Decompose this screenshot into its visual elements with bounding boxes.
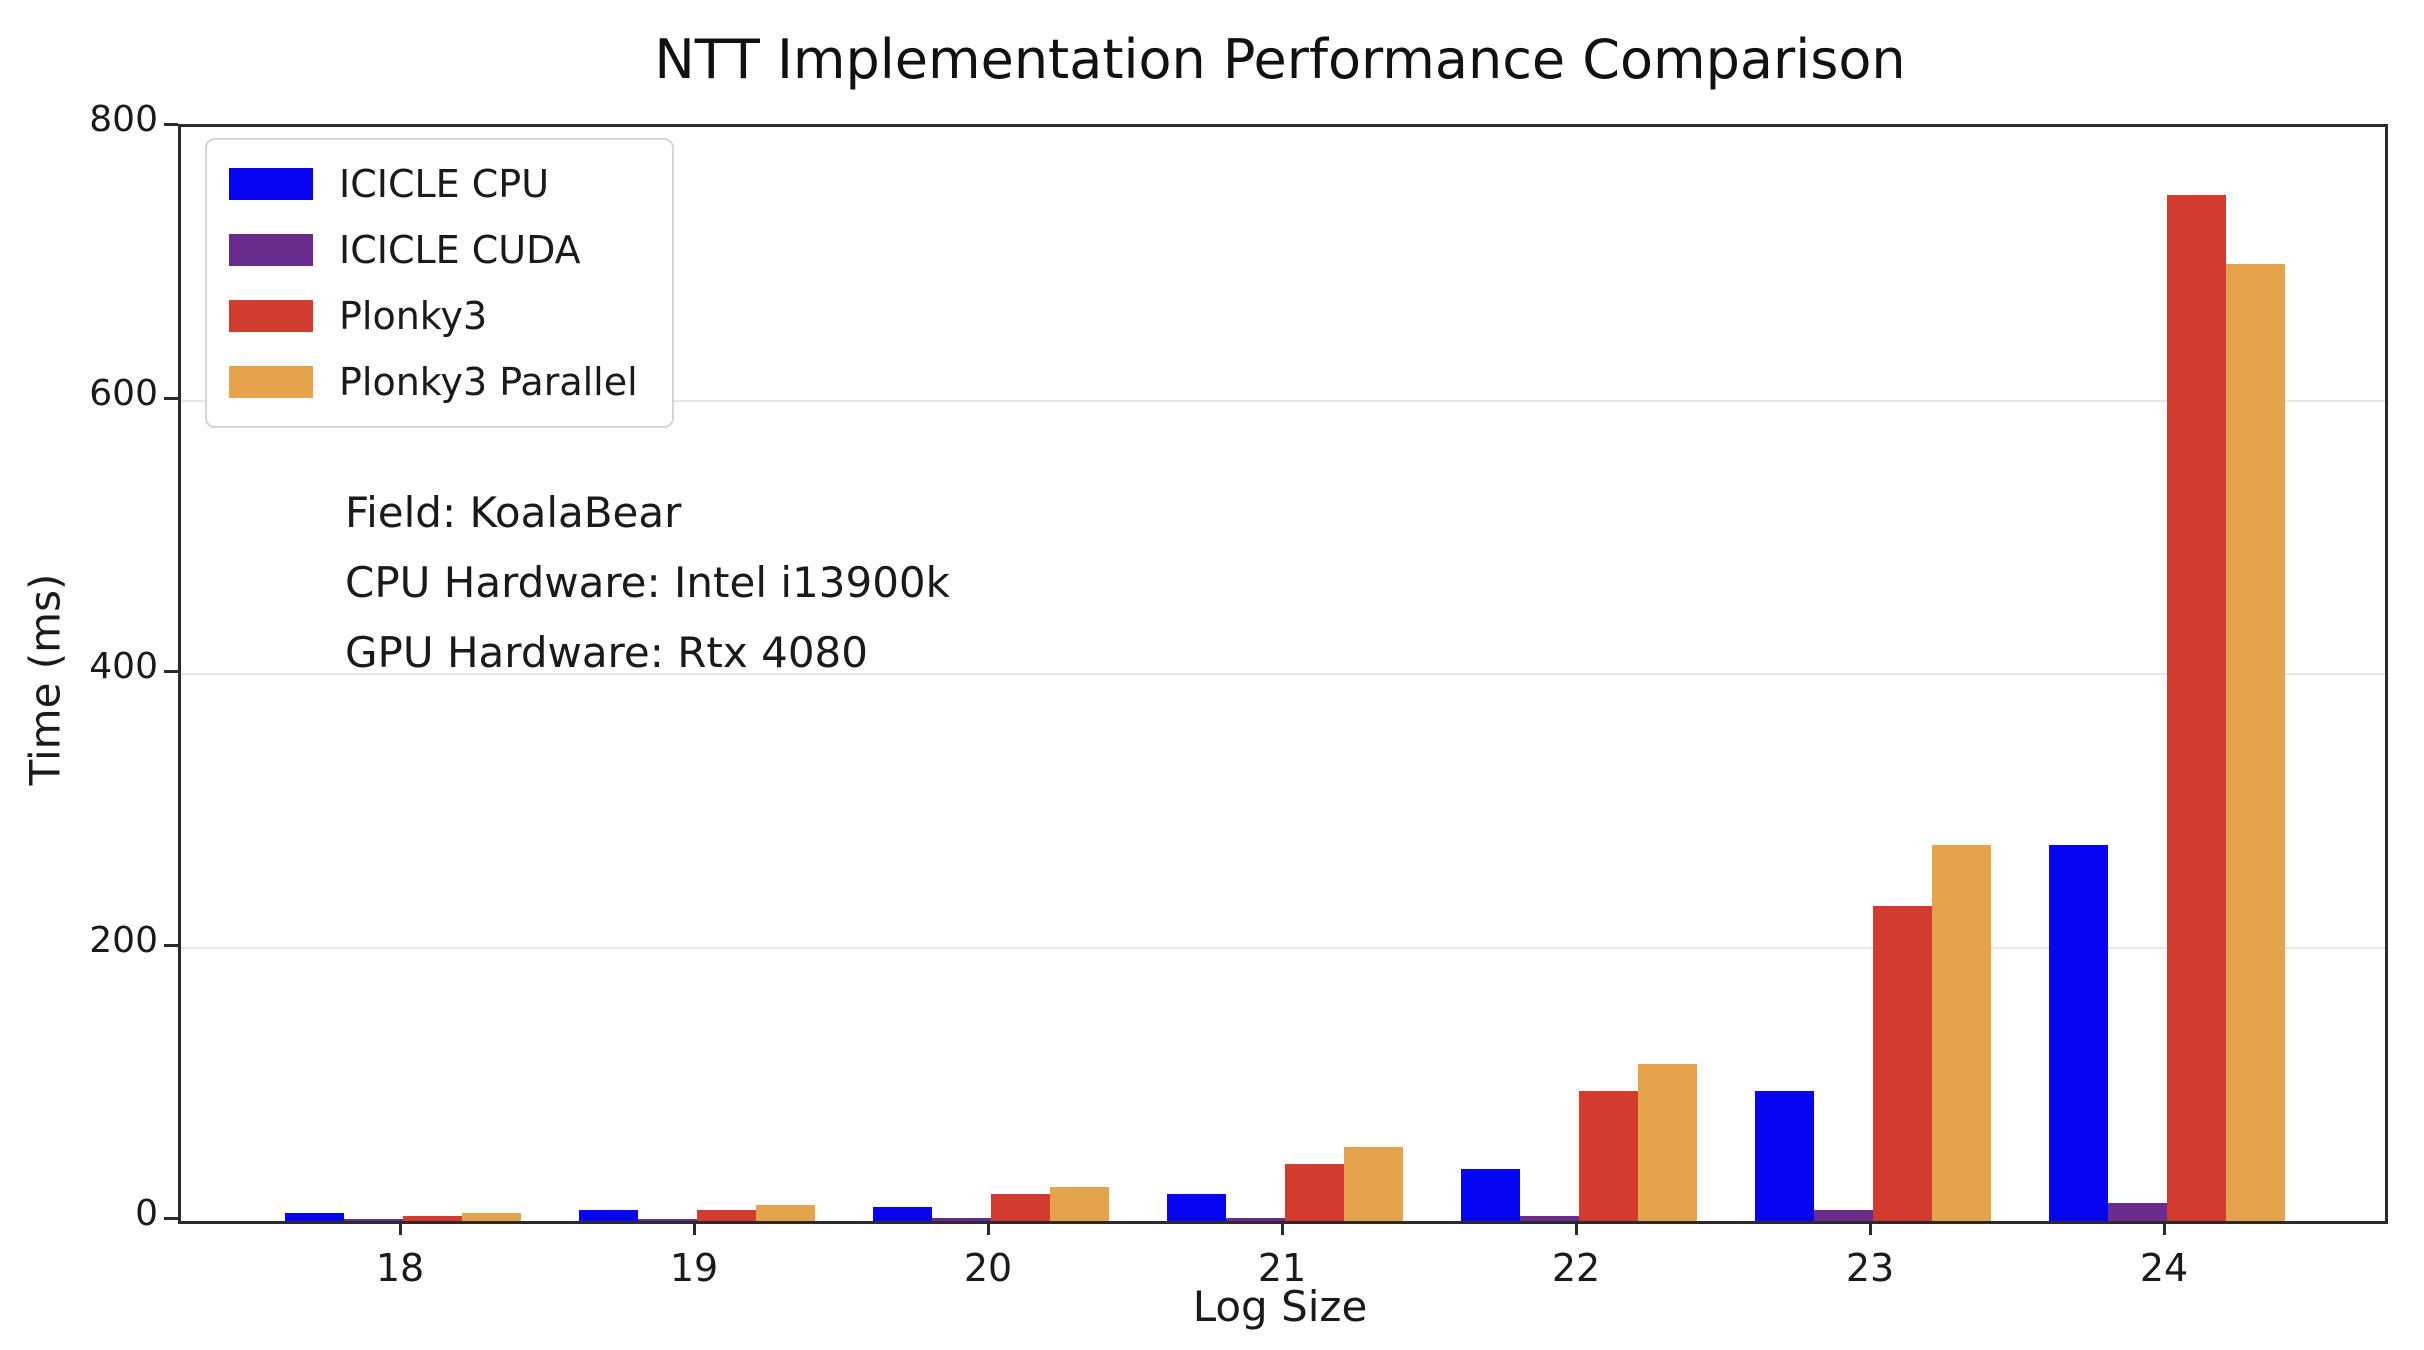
y-tick-label: 200 <box>89 919 158 961</box>
annotation-block: Field: KoalaBear CPU Hardware: Intel i139… <box>345 478 950 688</box>
bar-plonky3-parallel-24 <box>2226 264 2285 1221</box>
annotation-line: CPU Hardware: Intel i13900k <box>345 558 950 607</box>
x-tick-label: 19 <box>669 1246 719 1290</box>
bar-plonky3-parallel-21 <box>1344 1147 1403 1221</box>
x-tick-mark <box>1869 1221 1872 1235</box>
bar-icicle-cuda-23 <box>1814 1210 1873 1221</box>
gridline <box>181 399 2385 402</box>
bar-plonky3-parallel-22 <box>1638 1064 1697 1221</box>
bar-icicle-cpu-18 <box>285 1213 344 1221</box>
bar-plonky3-23 <box>1873 906 1932 1221</box>
bar-plonky3-parallel-19 <box>756 1205 815 1221</box>
bar-icicle-cuda-20 <box>932 1218 991 1221</box>
chart-title: NTT Implementation Performance Compariso… <box>654 28 1906 91</box>
bar-icicle-cpu-22 <box>1461 1169 1520 1221</box>
annotation-line: Field: KoalaBear <box>345 488 682 537</box>
legend-label: Plonky3 Parallel <box>339 360 638 404</box>
annotation-line: GPU Hardware: Rtx 4080 <box>345 628 868 677</box>
bar-icicle-cuda-22 <box>1520 1216 1579 1221</box>
bar-plonky3-18 <box>403 1216 462 1221</box>
y-tick-mark <box>164 943 178 947</box>
x-tick-mark <box>1281 1221 1284 1235</box>
gridline <box>181 946 2385 949</box>
legend-swatch <box>229 300 313 332</box>
x-tick-mark <box>399 1221 402 1235</box>
bar-plonky3-21 <box>1285 1164 1344 1221</box>
bar-icicle-cuda-21 <box>1226 1218 1285 1221</box>
legend-label: ICICLE CPU <box>339 162 550 206</box>
legend: ICICLE CPU ICICLE CUDA Plonky3 Plonky3 Para… <box>205 138 674 428</box>
bar-icicle-cpu-20 <box>873 1207 932 1221</box>
x-tick-label: 22 <box>1551 1246 1601 1290</box>
bar-icicle-cpu-23 <box>1755 1091 1814 1221</box>
legend-swatch <box>229 366 313 398</box>
x-tick-mark <box>2163 1221 2166 1235</box>
bar-plonky3-parallel-23 <box>1932 845 1991 1221</box>
y-tick-label: 400 <box>89 646 158 687</box>
legend-swatch <box>229 168 313 200</box>
x-axis-label: Log Size <box>1192 1282 1368 1331</box>
y-tick-mark <box>164 396 178 400</box>
bar-plonky3-19 <box>697 1210 756 1221</box>
bar-icicle-cpu-19 <box>579 1210 638 1221</box>
x-tick-label: 21 <box>1257 1246 1307 1290</box>
y-tick-mark <box>164 670 178 673</box>
x-tick-mark <box>1575 1221 1578 1235</box>
y-tick-mark <box>164 1217 178 1220</box>
legend-item: Plonky3 Parallel <box>229 360 638 404</box>
bar-plonky3-22 <box>1579 1091 1638 1221</box>
x-tick-mark <box>987 1221 990 1235</box>
legend-swatch <box>229 234 313 266</box>
bar-plonky3-parallel-20 <box>1050 1187 1109 1221</box>
bar-icicle-cuda-19 <box>638 1219 697 1221</box>
y-tick-label: 0 <box>135 1193 158 1234</box>
y-tick-label: 600 <box>89 372 158 414</box>
x-tick-label: 24 <box>2139 1246 2189 1290</box>
y-tick-label: 800 <box>89 99 158 140</box>
bar-plonky3-24 <box>2167 195 2226 1221</box>
x-tick-label: 18 <box>375 1246 425 1290</box>
legend-label: ICICLE CUDA <box>339 228 581 272</box>
bar-icicle-cpu-21 <box>1167 1194 1226 1221</box>
legend-item: ICICLE CUDA <box>229 228 638 272</box>
bar-icicle-cpu-24 <box>2049 845 2108 1221</box>
legend-label: Plonky3 <box>339 294 488 338</box>
legend-item: ICICLE CPU <box>229 162 638 206</box>
x-tick-label: 23 <box>1845 1246 1895 1290</box>
bar-plonky3-parallel-18 <box>462 1213 521 1221</box>
x-tick-label: 20 <box>963 1246 1013 1290</box>
bar-icicle-cuda-18 <box>344 1219 403 1221</box>
x-tick-mark <box>693 1221 696 1235</box>
legend-item: Plonky3 <box>229 294 638 338</box>
bar-icicle-cuda-24 <box>2108 1203 2167 1221</box>
y-tick-mark <box>164 123 178 126</box>
gridline <box>181 673 2385 675</box>
bar-plonky3-20 <box>991 1194 1050 1221</box>
